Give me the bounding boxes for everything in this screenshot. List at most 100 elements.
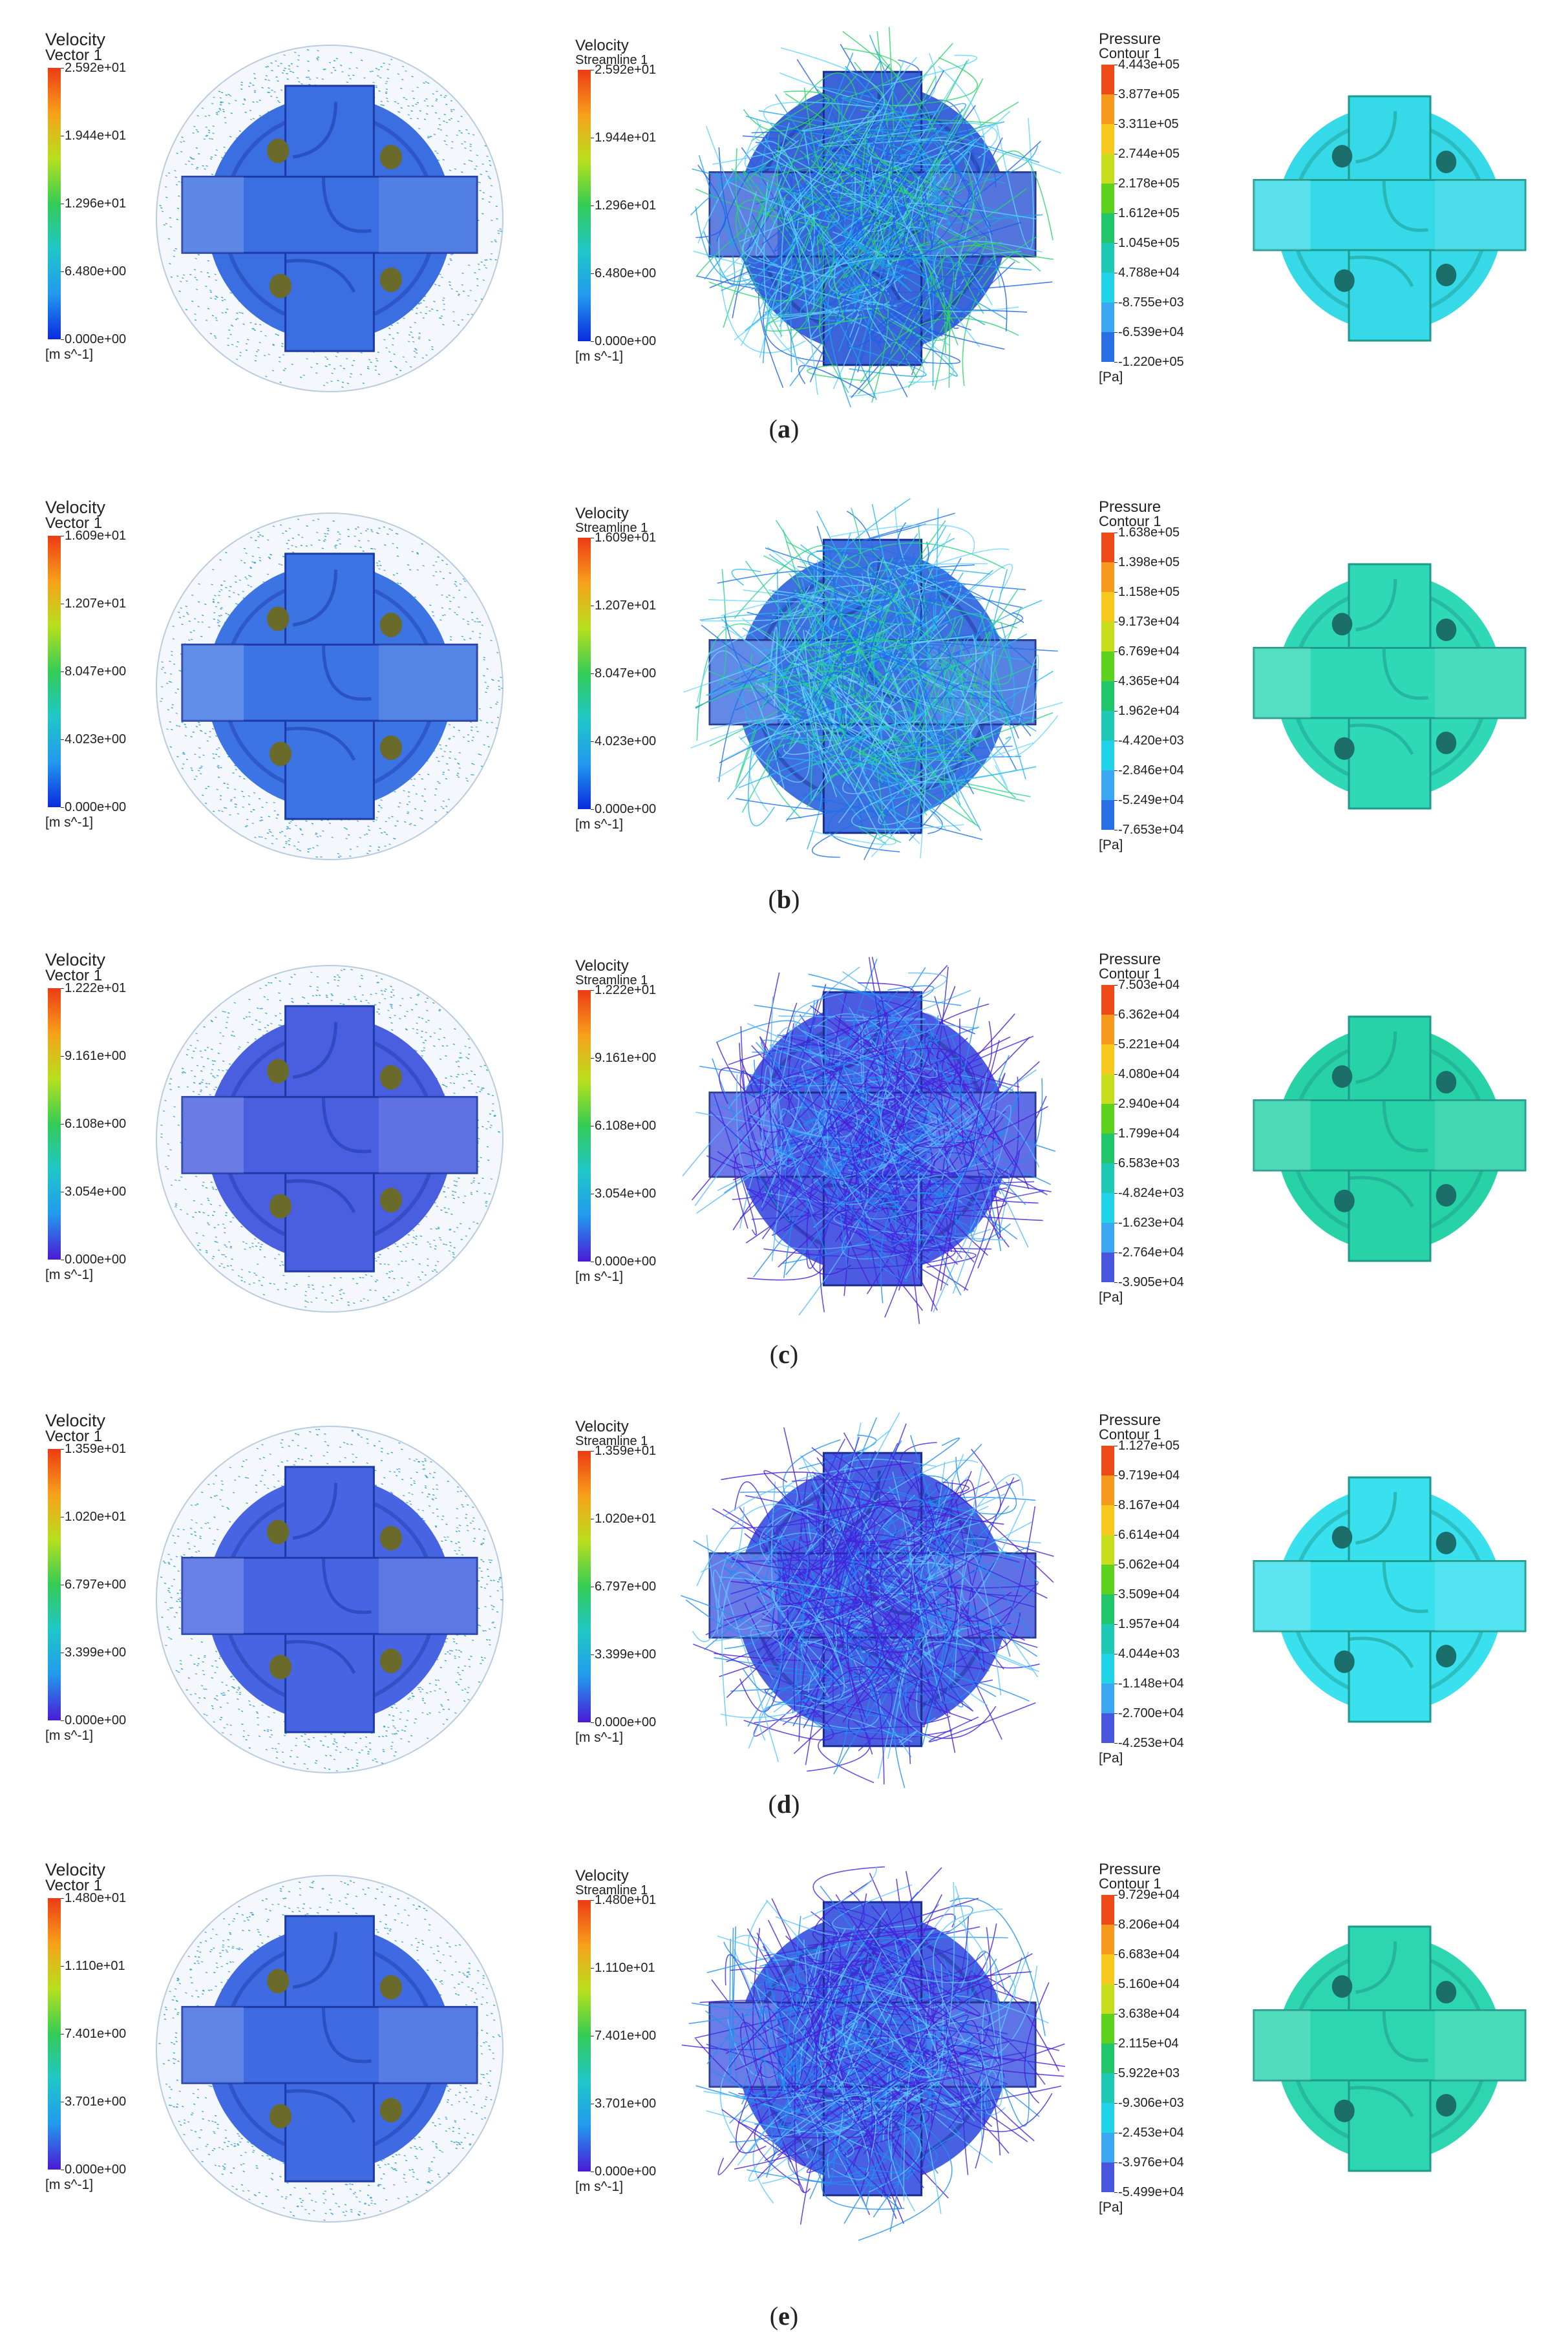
tick-label: 2.744e+05 [1118,147,1180,161]
tick-label: 8.047e+00 [595,666,657,681]
streamline-plot [681,1866,1066,2241]
nozzle-hole [267,1519,290,1545]
legend-subtitle: Contour 1 [1099,1876,1161,1892]
legend-title: Velocity [575,505,629,522]
nozzle-hole [379,2098,403,2122]
nozzle-hole [1436,264,1457,286]
tick-label: 1.612e+05 [1118,206,1180,220]
tick-label: 6.583e+03 [1118,1156,1180,1170]
tick-label: 1.207e+01 [65,597,127,611]
tick-label: 4.023e+00 [595,734,657,748]
streamline-plot [690,26,1061,408]
tick-label: 1.944e+01 [595,131,657,145]
tick-label: 1.296e+01 [595,198,657,213]
streamline-plot [682,956,1056,1324]
legend-subtitle: Streamline 1 [575,521,648,535]
tick-label: -2.453e+04 [1118,2126,1184,2140]
figure-row: Velocity Vector 1 1.480e+01 1.110e+01 7.401e… [0,1848,1568,2262]
tick-label: 3.701e+00 [595,2097,657,2111]
subfigure-caption: (c) [0,1339,1568,1369]
tick-mark [1114,1594,1118,1595]
tick-label: -3.976e+04 [1118,2155,1184,2170]
tick-label: -6.539e+04 [1118,325,1184,339]
tick-mark [61,271,64,272]
caption-letter: a [778,414,790,443]
tick-label: 3.399e+00 [595,1647,657,1662]
nozzle-hole [1331,1526,1353,1549]
tick-label: 9.173e+04 [1118,615,1180,629]
nozzle-hole [1436,2094,1457,2117]
tick-label: 0.000e+00 [595,334,657,348]
caption-close-paren: ) [789,1340,799,1369]
tick-label: 3.054e+00 [65,1185,127,1199]
pressure-contour-panel: Pressure Contour 1 4.443e+05 3.877e+05 3.311… [1060,18,1568,432]
color-bar [1101,65,1114,362]
tick-label: 6.614e+04 [1118,1528,1180,1542]
color-bar [1101,1895,1114,2192]
tick-mark [1114,651,1118,652]
tick-label: 0.000e+00 [595,1254,657,1269]
color-bar [578,538,591,809]
legend-title: Pressure [1099,1861,1161,1878]
tick-mark [1114,1954,1118,1955]
velocity-streamline-panel: Velocity Streamline 1 1.480e+01 1.110e+01 7.… [517,1848,1047,2262]
tick-label: -2.764e+04 [1118,1245,1184,1260]
tick-label: 8.167e+04 [1118,1498,1180,1512]
tick-label: 5.221e+04 [1118,1037,1180,1051]
nozzle-hole [379,145,403,169]
velocity-streamline-panel: Velocity Streamline 1 2.592e+01 1.944e+01 1.… [517,18,1047,432]
tick-label: -2.700e+04 [1118,1706,1184,1720]
velocity-streamline-panel: Velocity Streamline 1 1.222e+01 9.161e+00 6.… [517,938,1047,1352]
legend-subtitle: Vector 1 [45,47,103,64]
tick-mark [591,809,594,810]
color-bar [48,988,61,1260]
caption-open-paren: ( [769,1340,779,1369]
legend-subtitle: Contour 1 [1099,966,1161,982]
velocity-streamline-panel: Velocity Streamline 1 1.609e+01 1.207e+01 8.… [517,486,1047,900]
tick-mark [1114,362,1118,363]
tick-mark [591,1900,594,1901]
caption-open-paren: ( [768,414,778,443]
nozzle-hole [1436,1071,1457,1094]
color-bar [48,68,61,339]
tick-label: 0.000e+00 [65,1252,127,1267]
tick-mark [1114,332,1118,333]
tick-mark [1114,562,1118,563]
legend-subtitle: Vector 1 [45,1428,103,1445]
nozzle-hole [1331,1065,1353,1088]
nozzle-hole [1436,1645,1457,1667]
nozzle-hole [269,741,292,766]
legend-subtitle: Vector 1 [45,514,103,532]
nozzle-hole [269,2104,292,2129]
tick-label: 6.769e+04 [1118,644,1180,659]
tick-label: 7.401e+00 [65,2027,127,2041]
nozzle-hole [1331,613,1353,636]
tick-mark [1114,2103,1118,2104]
nozzle-hole [1436,151,1457,173]
tick-label: 1.480e+01 [65,1891,127,1905]
nozzle-hole [379,1649,403,1673]
tick-mark [1114,1505,1118,1506]
tick-mark [1114,681,1118,682]
tick-mark [61,988,64,989]
color-bar [48,536,61,807]
tick-label: 0.000e+00 [595,2164,657,2179]
nozzle-hole [269,273,292,299]
tick-label: 1.045e+05 [1118,236,1180,250]
tick-label: 3.877e+05 [1118,87,1180,101]
tick-label: 7.401e+00 [595,2029,657,2043]
nozzle-hole [1334,1650,1355,1673]
color-bar [578,1451,591,1722]
legend-title: Pressure [1099,30,1161,48]
legend-title: Velocity [45,30,106,49]
nozzle-hole [1334,269,1355,292]
tick-mark [61,1966,64,1967]
tick-label: -5.249e+04 [1118,793,1184,807]
nozzle-hole [1436,1981,1457,2003]
nozzle-hole [1436,1184,1457,1207]
tick-label: 8.206e+04 [1118,1918,1180,1932]
tick-mark [1114,1984,1118,1985]
tick-label: -7.653e+04 [1118,823,1184,837]
tick-mark [1114,800,1118,801]
